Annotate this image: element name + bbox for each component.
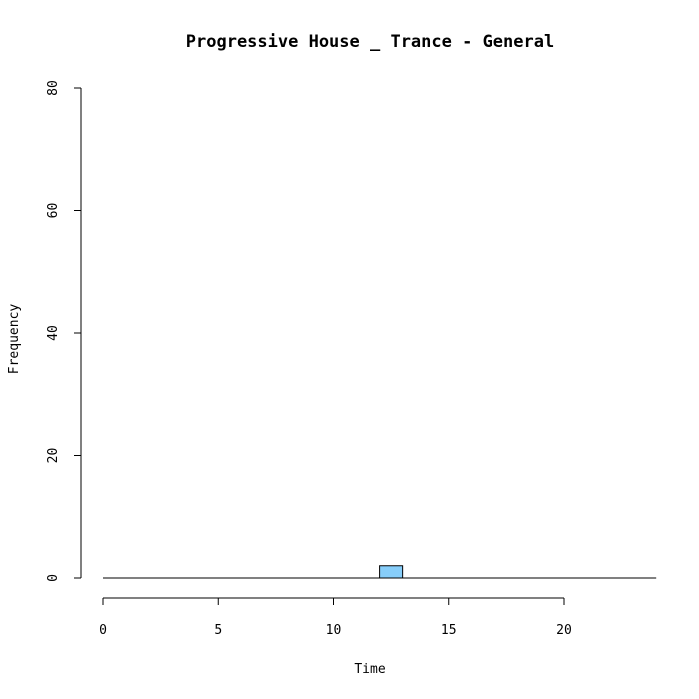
y-tick-label: 40 (46, 325, 61, 341)
x-tick-label: 0 (99, 623, 107, 638)
x-tick-label: 5 (214, 623, 222, 638)
chart-title: Progressive House _ Trance - General (186, 32, 554, 52)
x-axis-label: Time (354, 662, 385, 677)
x-tick-label: 15 (441, 623, 457, 638)
y-tick-label: 0 (46, 574, 61, 582)
y-tick-label: 80 (46, 80, 61, 96)
x-tick-label: 20 (556, 623, 572, 638)
x-tick-label: 10 (326, 623, 342, 638)
y-tick-label: 60 (46, 203, 61, 219)
y-tick-label: 20 (46, 448, 61, 464)
y-axis: 0 20 40 60 80 (46, 80, 82, 582)
bars-group (103, 565, 657, 579)
x-axis: 0 5 10 15 20 (99, 597, 572, 638)
histogram-bar (379, 565, 404, 579)
y-axis-label: Frequency (7, 304, 22, 375)
